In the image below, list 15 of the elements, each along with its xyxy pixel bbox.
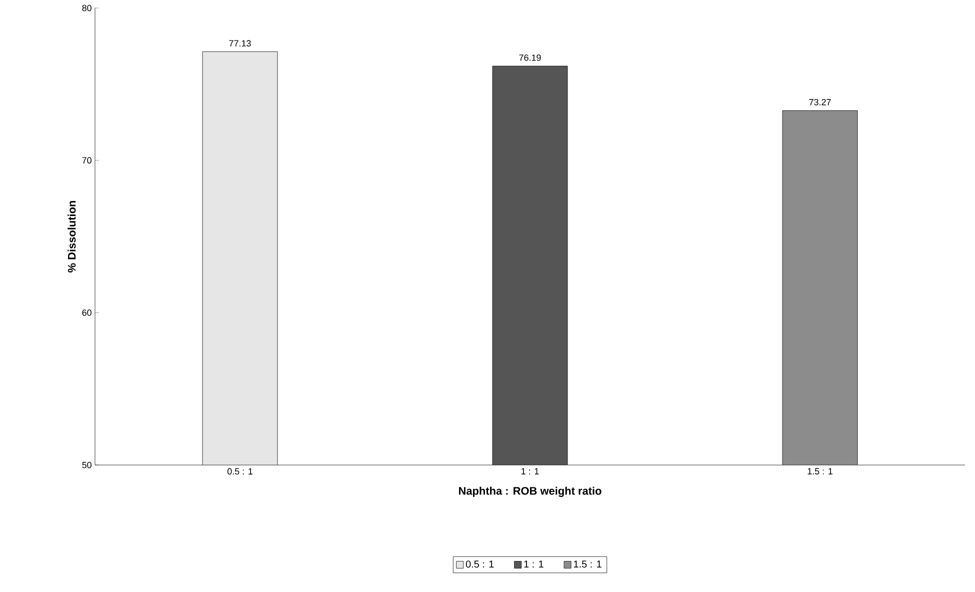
x-tick-label: 1 : 1: [522, 468, 539, 474]
y-tick-label: 60: [82, 309, 92, 316]
y-tick-label: 70: [82, 157, 92, 164]
legend-label: 1 : 1: [524, 560, 544, 568]
x-axis-title: Naphtha : ROB weight ratio: [459, 486, 602, 497]
data-label: 77.13: [229, 40, 251, 47]
x-tick-label: 1.5 : 1: [808, 468, 832, 474]
legend-label: 1.5 : 1: [574, 560, 602, 568]
data-label: 73.27: [809, 98, 831, 106]
y-axis-title: % Dissolution: [68, 200, 76, 272]
y-tick-label: 50: [82, 462, 92, 468]
data-label: 76.19: [519, 54, 541, 61]
legend-label: 0.5 : 1: [466, 560, 494, 568]
x-tick-label: 0.5 : 1: [227, 468, 252, 475]
y-tick-label: 80: [82, 4, 92, 12]
